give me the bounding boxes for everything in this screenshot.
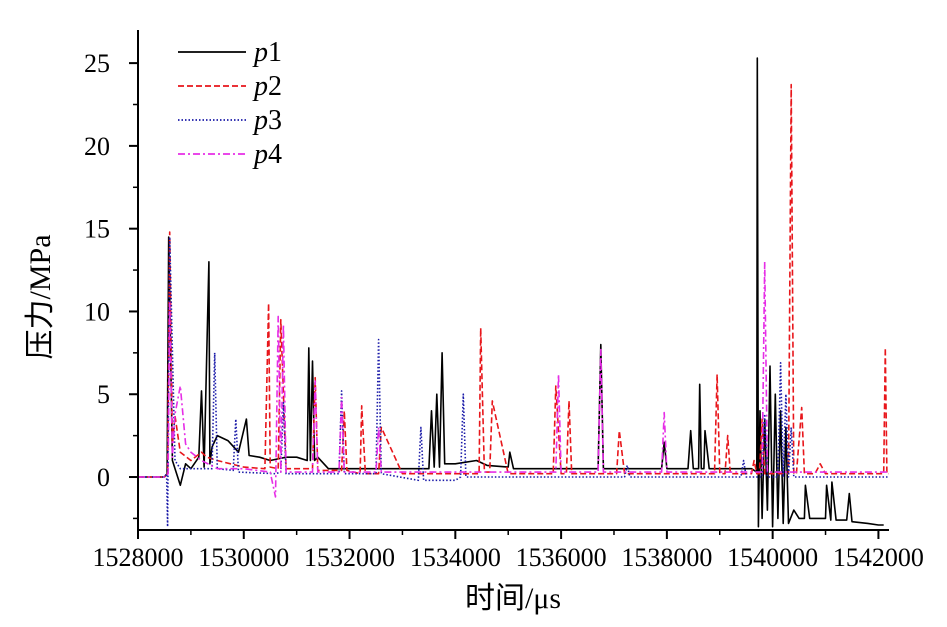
legend-label-p3: p3 — [252, 105, 282, 136]
x-tick-label: 1538000 — [621, 543, 712, 572]
y-tick-label: 10 — [84, 297, 110, 326]
y-tick-label: 5 — [97, 380, 110, 409]
x-tick-label: 1540000 — [727, 543, 818, 572]
x-tick-label: 1528000 — [93, 543, 184, 572]
series-line-p4 — [138, 261, 889, 498]
x-tick-label: 1542000 — [833, 543, 924, 572]
x-tick-label: 1532000 — [304, 543, 395, 572]
series-layer — [138, 57, 889, 528]
series-line-p1 — [138, 57, 884, 528]
axes-layer — [137, 30, 889, 531]
ticks-layer: 1528000 1530000 1532000 1534000 1536000 15380… — [84, 49, 924, 572]
x-axis-title: 时间/μs — [465, 582, 561, 615]
y-tick-label: 15 — [84, 215, 110, 244]
x-tick-label: 1534000 — [410, 543, 501, 572]
series-line-p3 — [138, 236, 889, 528]
y-tick-label: 0 — [97, 463, 110, 492]
legend-label-p2: p2 — [252, 71, 282, 102]
series-line-p2 — [138, 83, 889, 478]
legend-label-p4: p4 — [252, 139, 282, 170]
x-tick-label: 1536000 — [516, 543, 607, 572]
y-tick-label: 25 — [84, 49, 110, 78]
legend-label-p1: p1 — [252, 37, 282, 68]
x-tick-label: 1530000 — [198, 543, 289, 572]
y-axis-title: 压力/MPa — [24, 234, 57, 359]
y-tick-label: 20 — [84, 132, 110, 161]
